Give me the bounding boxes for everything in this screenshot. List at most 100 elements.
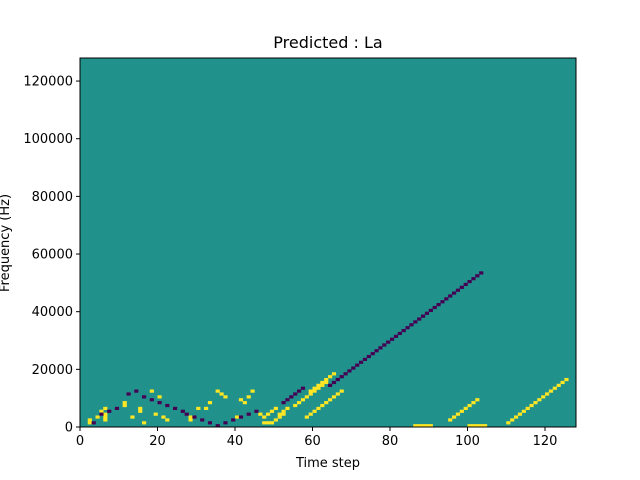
- heatmap-cell-low: [429, 309, 433, 312]
- heatmap-cell-high: [189, 418, 193, 421]
- heatmap-cell-low: [452, 292, 456, 295]
- heatmap-cell-low: [181, 410, 185, 413]
- heatmap-cell-high: [96, 415, 100, 418]
- heatmap-cell-high: [564, 378, 568, 381]
- heatmap-cell-high: [332, 372, 336, 375]
- heatmap-cell-high: [510, 418, 514, 421]
- heatmap-cell-high: [88, 418, 92, 421]
- heatmap-cell-high: [340, 390, 344, 393]
- heatmap-cell-low: [107, 410, 111, 413]
- heatmap-cell-high: [99, 410, 103, 413]
- heatmap-cell-high: [530, 404, 534, 407]
- heatmap-cell-high: [150, 390, 154, 393]
- heatmap-cell-high: [278, 415, 282, 418]
- heatmap-cell-high: [282, 410, 286, 413]
- chart-title: Predicted : La: [273, 33, 382, 52]
- heatmap-cell-high: [324, 381, 328, 384]
- heatmap-cell-high: [103, 418, 107, 421]
- heatmap-cell-low: [282, 401, 286, 404]
- heatmap-cell-high: [266, 421, 270, 424]
- heatmap-cell-low: [371, 352, 375, 355]
- heatmap-cell-low: [92, 421, 96, 424]
- heatmap-cell-low: [185, 413, 189, 416]
- heatmap-cell-high: [262, 415, 266, 418]
- heatmap-cell-high: [247, 395, 251, 398]
- heatmap-cell-high: [285, 407, 289, 410]
- heatmap-cell-low: [444, 297, 448, 300]
- heatmap-cell-high: [518, 413, 522, 416]
- heatmap-cell-low: [402, 329, 406, 332]
- heatmap-cell-high: [514, 415, 518, 418]
- heatmap-cell-low: [440, 300, 444, 303]
- heatmap-cell-high: [293, 404, 297, 407]
- heatmap-cell-high: [522, 410, 526, 413]
- heatmap-cell-high: [553, 387, 557, 390]
- heatmap-cell-low: [448, 294, 452, 297]
- heatmap-cell-low: [394, 335, 398, 338]
- heatmap-cell-low: [340, 375, 344, 378]
- heatmap-cell-high: [243, 401, 247, 404]
- heatmap-cell-low: [355, 364, 359, 367]
- heatmap-cell-low: [99, 413, 103, 416]
- heatmap-cell-high: [258, 413, 262, 416]
- heatmap-cell-high: [301, 398, 305, 401]
- heatmap-cell-low: [425, 312, 429, 315]
- heatmap-cell-high: [88, 421, 92, 424]
- heatmap-cell-low: [301, 387, 305, 390]
- x-tick-label: 120: [533, 434, 558, 449]
- heatmap-cell-high: [305, 395, 309, 398]
- heatmap-cell-low: [223, 421, 227, 424]
- heatmap-cell-high: [274, 407, 278, 410]
- heatmap-cell-high: [506, 421, 510, 424]
- heatmap-cell-high: [297, 401, 301, 404]
- heatmap-cell-high: [468, 404, 472, 407]
- heatmap-cell-high: [561, 381, 565, 384]
- heatmap-cell-high: [130, 415, 134, 418]
- heatmap-cell-high: [475, 398, 479, 401]
- heatmap-cell-low: [332, 381, 336, 384]
- heatmap-cell-high: [336, 392, 340, 395]
- heatmap-cell-high: [545, 392, 549, 395]
- heatmap-cell-low: [134, 390, 138, 393]
- heatmap-cell-low: [297, 390, 301, 393]
- heatmap-cell-high: [154, 413, 158, 416]
- heatmap-cell-high: [220, 392, 224, 395]
- heatmap-cell-high: [313, 387, 317, 390]
- heatmap-cell-low: [285, 398, 289, 401]
- x-tick-label: 80: [382, 434, 399, 449]
- heatmap-cell-high: [266, 413, 270, 416]
- heatmap-cell-high: [216, 390, 220, 393]
- heatmap-cell-low: [150, 398, 154, 401]
- heatmap-cell-high: [328, 375, 332, 378]
- heatmap-cell-low: [367, 355, 371, 358]
- heatmap-cell-high: [142, 421, 146, 424]
- y-tick-label: 120000: [23, 75, 73, 90]
- heatmap-cell-low: [158, 401, 162, 404]
- heatmap-cell-high: [123, 401, 127, 404]
- heatmap-cell-high: [103, 407, 107, 410]
- heatmap-cells: [80, 58, 576, 427]
- heatmap-cell-low: [390, 338, 394, 341]
- y-axis: 020000400006000080000100000120000: [23, 75, 80, 436]
- heatmap-cell-low: [378, 346, 382, 349]
- heatmap-cell-high: [313, 390, 317, 393]
- x-tick-label: 40: [227, 434, 244, 449]
- heatmap-cell-high: [309, 413, 313, 416]
- heatmap-cell-high: [541, 395, 545, 398]
- heatmap-cell-low: [239, 415, 243, 418]
- heatmap-cell-high: [138, 407, 142, 410]
- heatmap-cell-low: [254, 410, 258, 413]
- heatmap-cell-high: [324, 378, 328, 381]
- heatmap-cell-low: [437, 303, 441, 306]
- heatmap-cell-low: [464, 283, 468, 286]
- heatmap-cell-high: [316, 387, 320, 390]
- heatmap-cell-high: [103, 415, 107, 418]
- heatmap-cell-high: [270, 421, 274, 424]
- heatmap-cell-low: [398, 332, 402, 335]
- heatmap-cell-low: [192, 415, 196, 418]
- heatmap-cell-high: [464, 407, 468, 410]
- heatmap-cell-low: [328, 384, 332, 387]
- heatmap-cell-low: [173, 407, 177, 410]
- heatmap-cell-high: [533, 401, 537, 404]
